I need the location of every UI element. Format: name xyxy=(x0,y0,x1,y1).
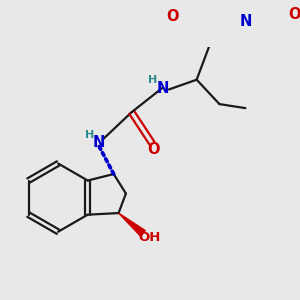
Text: H: H xyxy=(148,76,158,85)
Text: N: N xyxy=(93,135,105,150)
Text: O: O xyxy=(288,7,300,22)
Polygon shape xyxy=(118,213,145,236)
Text: N: N xyxy=(240,14,253,29)
Text: O: O xyxy=(166,9,178,24)
Text: O: O xyxy=(147,142,160,157)
Text: OH: OH xyxy=(138,231,161,244)
Text: H: H xyxy=(85,130,94,140)
Text: N: N xyxy=(156,81,169,96)
